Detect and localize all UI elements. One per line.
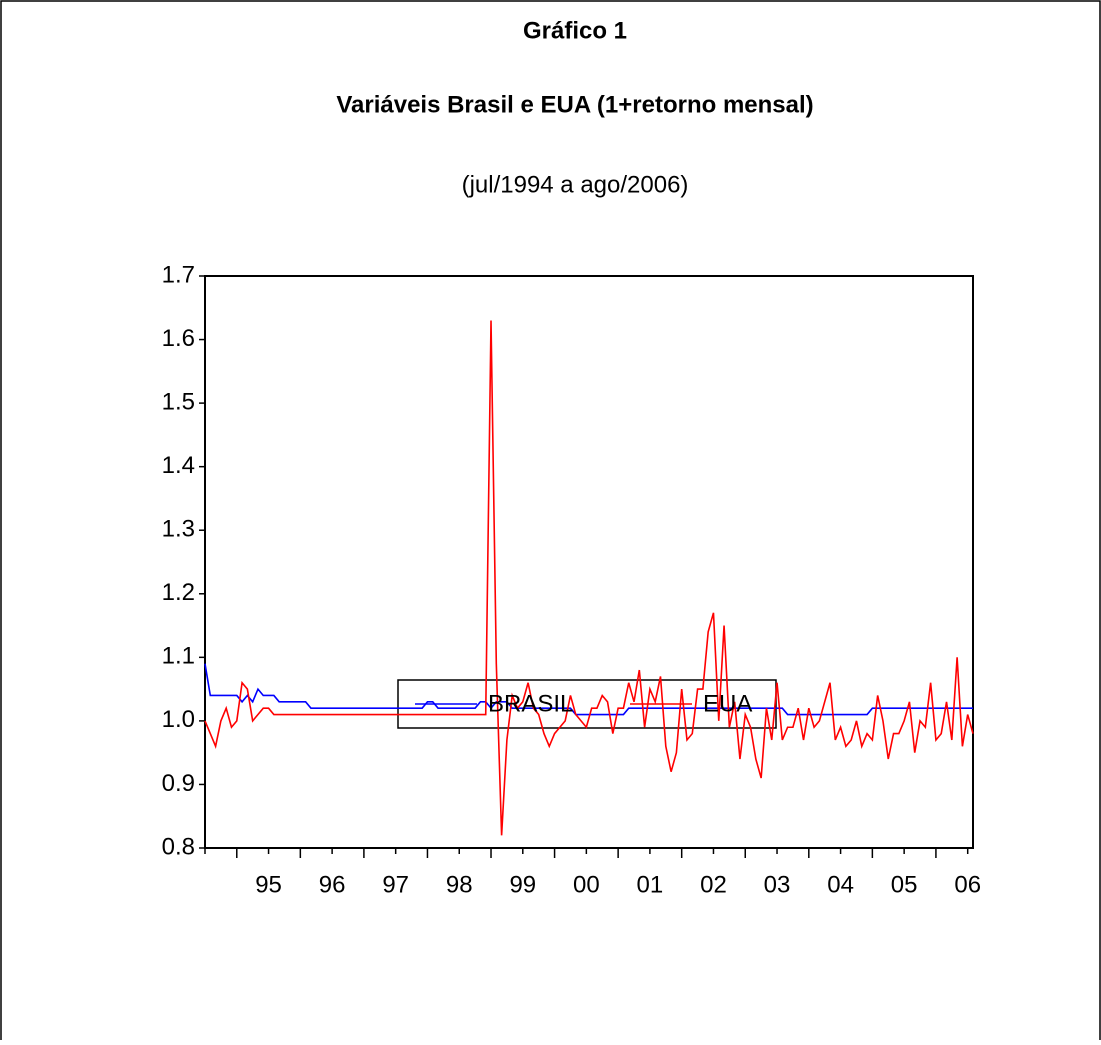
y-tick-label: 1.2 bbox=[162, 579, 195, 606]
x-tick-label: 01 bbox=[637, 871, 664, 898]
x-tick-label: 06 bbox=[954, 871, 981, 898]
series-line bbox=[204, 320, 974, 836]
x-tick-label: 99 bbox=[509, 871, 536, 898]
y-tick-label: 1.1 bbox=[162, 643, 195, 670]
plot-area bbox=[204, 275, 974, 849]
x-tick-label: 02 bbox=[700, 871, 727, 898]
y-tick-label: 0.8 bbox=[162, 833, 195, 860]
chart-title: Gráfico 1 bbox=[523, 17, 627, 44]
period: (jul/1994 a ago/2006) bbox=[462, 171, 689, 198]
series-line bbox=[204, 663, 973, 716]
x-tick-label: 04 bbox=[827, 871, 854, 898]
legend-label: BRASIL bbox=[488, 690, 573, 717]
y-tick-label: 1.0 bbox=[162, 706, 195, 733]
legend bbox=[397, 679, 777, 729]
chart-subtitle: Variáveis Brasil e EUA (1+retorno mensal… bbox=[336, 91, 813, 118]
y-tick-label: 1.6 bbox=[162, 325, 195, 352]
y-tick-label: 1.4 bbox=[162, 452, 195, 479]
y-tick-label: 1.7 bbox=[162, 261, 195, 288]
legend-label: EUA bbox=[703, 690, 752, 717]
y-tick-label: 0.9 bbox=[162, 770, 195, 797]
y-tick-label: 1.3 bbox=[162, 516, 195, 543]
y-tick-label: 1.5 bbox=[162, 388, 195, 415]
x-tick-label: 00 bbox=[573, 871, 600, 898]
x-tick-label: 05 bbox=[891, 871, 918, 898]
x-tick-label: 96 bbox=[319, 871, 346, 898]
x-tick-label: 98 bbox=[446, 871, 473, 898]
x-tick-label: 95 bbox=[255, 871, 282, 898]
x-tick-label: 03 bbox=[764, 871, 791, 898]
x-tick-label: 97 bbox=[382, 871, 409, 898]
